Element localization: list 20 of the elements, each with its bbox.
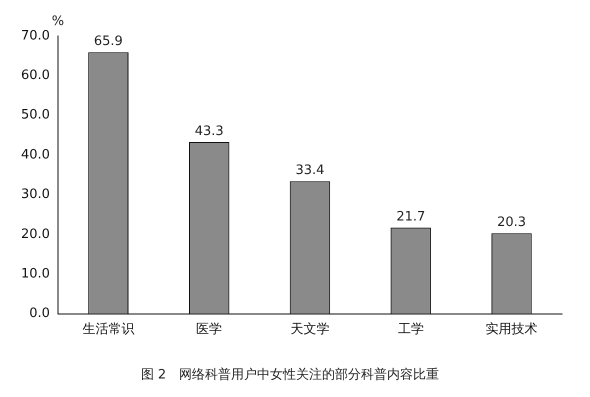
data-label: 65.9 bbox=[94, 34, 123, 50]
y-tick-label: 0.0 bbox=[29, 306, 50, 322]
y-tick-label: 10.0 bbox=[20, 266, 50, 282]
x-tick-label: 生活常识 bbox=[82, 322, 134, 337]
y-tick-label: 20.0 bbox=[20, 226, 50, 242]
data-label: 33.4 bbox=[295, 163, 324, 178]
x-tick-label: 工学 bbox=[398, 322, 424, 337]
text: 图 2 网络科普用户中女性关注的部分科普内容比重 bbox=[140, 366, 440, 383]
x-tick-label: 医学 bbox=[196, 322, 222, 337]
y-axis-title: % bbox=[52, 14, 64, 29]
data-label: 21.7 bbox=[396, 210, 426, 225]
y-tick-label: 50.0 bbox=[20, 108, 50, 123]
x-tick-label: 天文学 bbox=[290, 322, 330, 337]
data-label: 43.3 bbox=[194, 124, 224, 139]
x-tick-label: 实用技术 bbox=[486, 322, 538, 337]
y-tick-label: 60.0 bbox=[20, 68, 50, 84]
y-tick-label: 30.0 bbox=[20, 187, 50, 202]
data-label: 20.3 bbox=[497, 215, 526, 230]
y-tick-label: 40.0 bbox=[20, 147, 50, 162]
y-tick-label: 70.0 bbox=[20, 28, 50, 44]
